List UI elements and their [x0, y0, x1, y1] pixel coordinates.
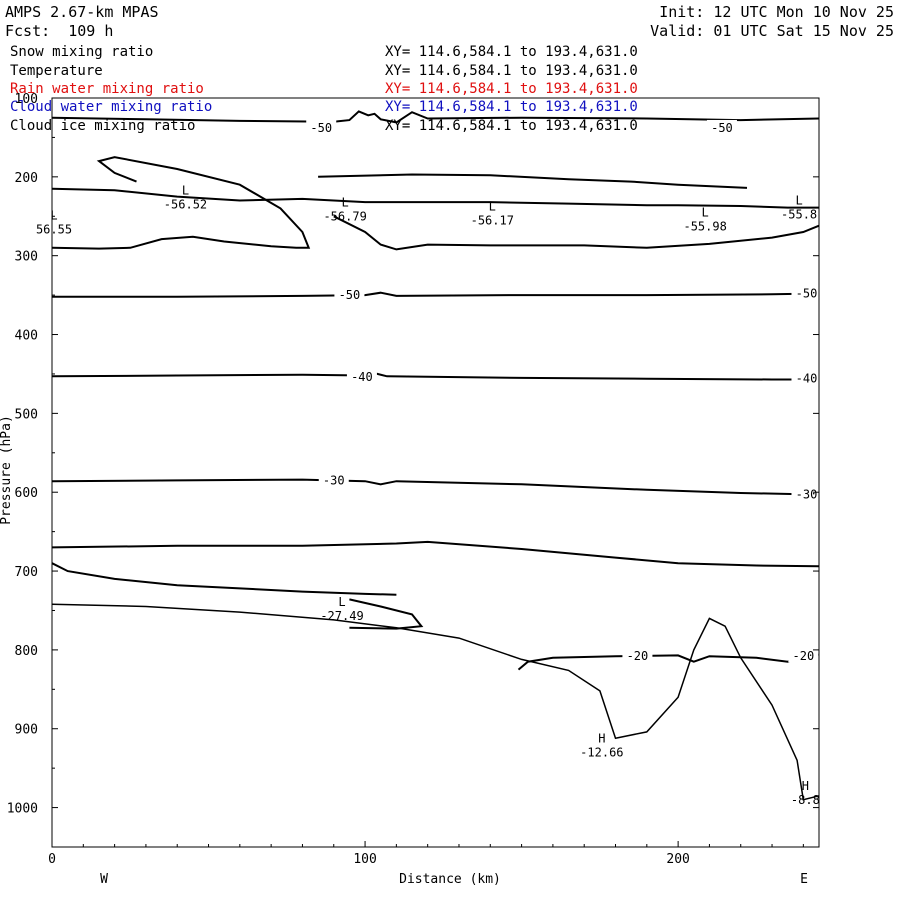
field-name-snow: Snow mixing ratio [10, 44, 154, 60]
contour-label: -50 [339, 288, 361, 302]
extremum-marker: L [795, 194, 802, 208]
extremum-marker: H [598, 731, 605, 745]
contour-label: -40 [351, 370, 373, 384]
contour-line [517, 653, 820, 671]
contour-line [51, 478, 820, 496]
y-tick-label: 100 [15, 92, 38, 107]
init-time: Init: 12 UTC Mon 10 Nov 25 [659, 3, 894, 21]
contour-line [333, 215, 820, 251]
extremum-marker: L [342, 195, 349, 209]
extremum-marker: L [50, 209, 57, 223]
y-tick-label: 900 [15, 723, 38, 738]
x-end-label-east: E [800, 872, 808, 887]
y-tick-label: 500 [15, 407, 38, 422]
field-xy-cloud-water: XY= 114.6,584.1 to 193.4,631.0 [385, 99, 638, 115]
forecast-hour: Fcst: 109 h [5, 22, 114, 40]
extremum-value: -56.17 [471, 213, 514, 227]
field-name-rain: Rain water mixing ratio [10, 81, 204, 97]
plot-frame [51, 97, 820, 848]
x-tick-label: 200 [666, 852, 689, 867]
field-xy-snow: XY= 114.6,584.1 to 193.4,631.0 [385, 44, 638, 60]
field-xy-temperature: XY= 114.6,584.1 to 193.4,631.0 [385, 63, 638, 79]
valid-time: Valid: 01 UTC Sat 15 Nov 25 [650, 22, 894, 40]
extremum-value: -56.52 [164, 197, 207, 211]
contour-line [51, 540, 820, 568]
contour-label-bg [346, 369, 377, 384]
x-tick-label: 100 [353, 852, 376, 867]
x-axis-label: Distance (km) [399, 872, 501, 887]
contour-label: -30 [796, 488, 818, 502]
field-xy-cloud-ice: XY= 114.6,584.1 to 193.4,631.0 [385, 118, 638, 134]
field-name-cloud-ice: Cloud ice mixing ratio [10, 118, 196, 134]
extremum-value: 56.55 [36, 223, 72, 237]
contour-label-bg [706, 119, 737, 134]
contour-label-bg [788, 648, 819, 663]
terrain-line [51, 603, 820, 801]
field-name-cloud-water: Cloud water mixing ratio [10, 99, 213, 115]
extremum-marker: L [702, 206, 709, 220]
model-title: AMPS 2.67-km MPAS [5, 3, 159, 21]
contour-label: -50 [310, 121, 332, 135]
extremum-marker: L [338, 595, 345, 609]
extremum-value: -55.8 [781, 208, 817, 222]
y-tick-label: 600 [15, 486, 38, 501]
extremum-marker: H [802, 779, 809, 793]
y-tick-label: 1000 [7, 802, 38, 817]
y-tick-label: 400 [15, 329, 38, 344]
contour-label-bg [791, 486, 822, 501]
contour-label-bg [791, 370, 822, 385]
contour-label: -50 [711, 121, 733, 135]
x-tick-label: 0 [48, 852, 56, 867]
extremum-value: -12.66 [580, 745, 623, 759]
contour-line [51, 110, 820, 124]
contour-label-bg [306, 119, 337, 134]
contour-line [51, 372, 819, 381]
extremum-value: -56.79 [323, 209, 366, 223]
contour-label: -30 [323, 473, 345, 487]
contour-label-bg [622, 648, 653, 663]
contour-label: -40 [796, 372, 818, 386]
extremum-value: -8.8 [791, 793, 820, 807]
extremum-marker: L [182, 183, 189, 197]
contour-line [52, 291, 820, 298]
contour-label-bg [318, 472, 349, 487]
extremum-value: -55.98 [683, 220, 726, 234]
y-axis-label: Pressure (hPa) [0, 415, 14, 525]
contour-line [318, 173, 748, 189]
field-xy-rain: XY= 114.6,584.1 to 193.4,631.0 [385, 81, 638, 97]
field-name-temperature: Temperature [10, 63, 103, 79]
contour-label: -50 [796, 287, 818, 301]
contour-label-bg [334, 287, 365, 302]
x-end-label-west: W [100, 872, 108, 887]
extremum-marker: L [489, 199, 496, 213]
contour-line [51, 562, 397, 596]
y-tick-label: 200 [15, 171, 38, 186]
contour-label-bg [791, 285, 822, 300]
contour-line [349, 598, 424, 630]
contour-label: -20 [793, 649, 815, 663]
y-tick-label: 700 [15, 565, 38, 580]
y-tick-label: 300 [15, 250, 38, 265]
contour-line [51, 156, 311, 250]
contour-line [51, 187, 819, 209]
y-tick-label: 800 [15, 644, 38, 659]
extremum-value: -27.49 [320, 609, 363, 623]
contour-label: -20 [627, 649, 649, 663]
